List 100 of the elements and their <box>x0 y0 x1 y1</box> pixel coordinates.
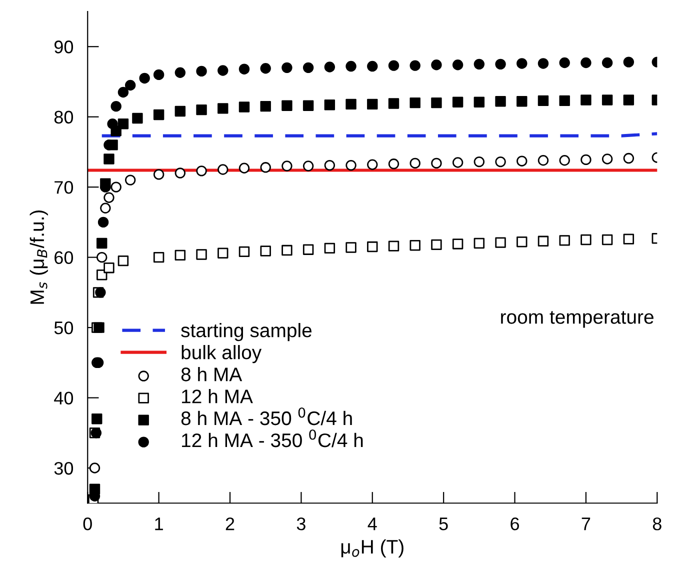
point <box>580 154 592 166</box>
point <box>153 252 164 263</box>
x-tick-label: 6 <box>510 517 519 530</box>
x-tick-label: 4 <box>368 518 377 530</box>
point <box>580 234 592 246</box>
point <box>302 62 314 74</box>
point <box>196 249 207 260</box>
point <box>538 236 549 247</box>
point <box>118 255 129 266</box>
point <box>118 86 129 98</box>
point <box>260 63 271 74</box>
point <box>346 242 356 253</box>
x-tick-label: 1 <box>155 518 163 530</box>
point <box>346 98 356 110</box>
point <box>474 238 485 249</box>
point <box>346 60 356 72</box>
point <box>110 182 122 192</box>
point <box>474 156 485 168</box>
point <box>452 96 464 108</box>
point <box>95 287 106 298</box>
point <box>324 62 336 72</box>
y-tick-label: 60 <box>54 251 74 264</box>
point <box>92 413 102 424</box>
point <box>98 216 109 228</box>
point <box>452 238 464 250</box>
point <box>238 246 250 258</box>
point <box>104 154 114 164</box>
point <box>96 252 108 263</box>
point <box>100 202 111 214</box>
point <box>153 69 164 80</box>
point <box>580 94 592 106</box>
point <box>452 60 464 70</box>
legend-label: 8 h MA <box>181 367 242 382</box>
legend-label: bulk alloy <box>182 345 262 364</box>
point <box>388 98 400 109</box>
point <box>196 104 207 116</box>
point <box>559 95 570 106</box>
point <box>559 57 570 68</box>
point <box>623 234 634 244</box>
point <box>174 250 186 261</box>
point <box>602 154 613 164</box>
y-tick-label: 70 <box>54 181 74 194</box>
point <box>452 157 464 168</box>
point <box>623 152 634 164</box>
legend-label: starting sample <box>181 323 312 342</box>
point <box>238 162 250 174</box>
point <box>218 103 228 114</box>
point <box>282 244 292 256</box>
point <box>410 60 420 71</box>
point <box>174 106 186 117</box>
point <box>623 94 634 106</box>
legend-label: 8 h MA - 350 $^{0}$C/4 h <box>181 407 352 426</box>
x-tick-label: 3 <box>296 517 306 530</box>
point <box>410 158 420 169</box>
point <box>516 156 528 166</box>
point <box>324 242 336 254</box>
point <box>196 66 207 77</box>
point <box>218 65 228 76</box>
point <box>153 109 164 120</box>
annotation: room temperature <box>501 311 654 328</box>
point <box>516 236 528 248</box>
point <box>302 100 314 111</box>
point <box>367 159 378 170</box>
point <box>89 462 100 474</box>
point <box>580 57 592 68</box>
point <box>410 240 420 251</box>
point <box>196 166 207 176</box>
point <box>96 238 108 249</box>
point <box>174 67 186 78</box>
point <box>118 118 129 130</box>
point <box>538 155 549 166</box>
point <box>282 160 292 172</box>
point <box>431 239 442 250</box>
point <box>282 62 292 74</box>
x-tick-label: 7 <box>582 518 590 530</box>
point <box>495 156 506 168</box>
point <box>602 234 613 246</box>
point <box>367 98 378 110</box>
point <box>431 97 442 108</box>
point <box>516 96 528 107</box>
x-axis-title: μ$_{o}$H (T) <box>341 539 404 558</box>
point <box>538 95 549 106</box>
point <box>174 168 186 178</box>
point <box>104 192 114 203</box>
legend-label: 12 h MA - 350 $^{0}$C/4 h <box>182 429 363 448</box>
point <box>124 80 136 91</box>
point <box>324 160 336 171</box>
x-tick-label: 2 <box>226 517 234 530</box>
x-tick-label: 8 <box>652 517 662 530</box>
point <box>559 155 570 166</box>
point <box>602 94 613 106</box>
point <box>367 241 378 252</box>
point <box>260 162 271 173</box>
point <box>495 237 506 248</box>
point <box>410 97 420 108</box>
point <box>388 158 400 170</box>
point <box>367 60 378 72</box>
point <box>324 100 336 110</box>
point <box>302 160 314 172</box>
point <box>538 58 549 69</box>
